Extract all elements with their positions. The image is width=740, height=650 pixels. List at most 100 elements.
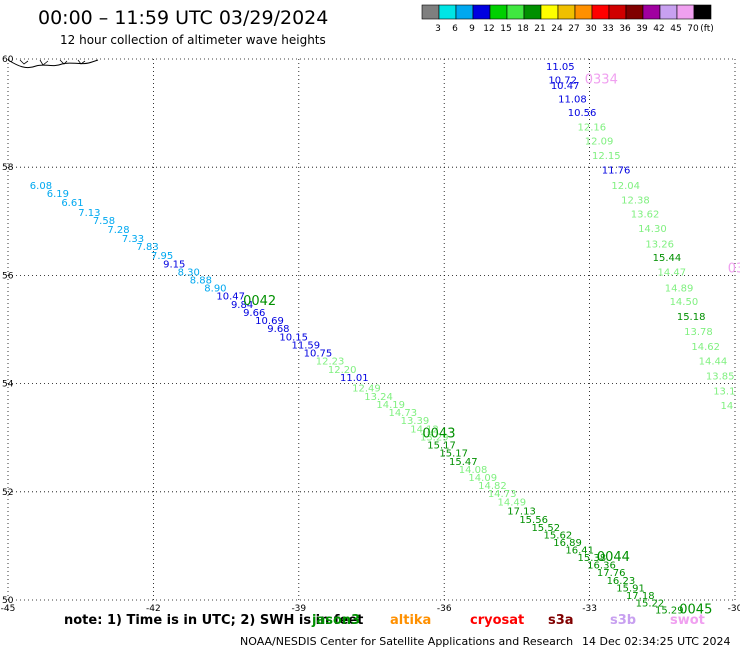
mission-swot: swot [670,613,705,628]
wave-height-label: 17.13 [507,507,536,518]
wave-height-label: 7.33 [122,234,144,245]
wave-height-label: 14.62 [691,342,720,353]
wave-height-label: 7.83 [136,242,158,253]
credit-timestamp: 14 Dec 02:34:25 UTC 2024 [582,635,731,648]
lat-tick-label: 60 [2,55,14,65]
colorbar-swatch [693,4,712,20]
lat-tick-label: 52 [2,488,13,498]
colorbar-label: 18 [517,24,529,34]
wave-height-label: 15.91 [616,583,645,594]
colorbar-label: 12 [483,24,494,34]
colorbar-label: 70 [687,24,699,34]
lat-tick-label: 58 [2,163,14,173]
wave-height-label: 9.84 [231,300,253,311]
color-legend: 3 6 9 12 15 18 21 24 27 30 33 36 39 42 45 70 (ft) [421,4,714,34]
wave-height-label: 9.68 [267,324,289,335]
wave-height-label: 11.59 [292,340,321,351]
wave-height-label: 11.08 [558,94,587,105]
wave-height-label: 9.15 [163,259,185,270]
pass-time-label: 0334 [585,72,618,87]
wave-height-label: 14.89 [665,284,694,295]
wave-height-label: 16.41 [565,545,594,556]
colorbar-label: 24 [551,24,563,34]
wave-height-label: 14.73 [388,408,417,419]
page-title: 00:00 – 11:59 UTC 03/29/2024 [38,7,329,29]
wave-height-label: 12.23 [316,357,345,368]
lat-tick-label: 56 [2,271,14,281]
wave-height-label: 14.19 [376,400,405,411]
colorbar-label: 30 [585,24,597,34]
wave-height-label: 15.18 [677,312,706,323]
colorbar-label: 36 [619,24,631,34]
colorbar-label: 33 [602,24,613,34]
lat-tick-label: 50 [2,596,14,606]
colorbar-label: 39 [636,24,648,34]
coastline [19,59,86,66]
lon-tick-label: -42 [146,604,161,614]
colorbar-label: 42 [653,24,664,34]
wave-height-label: 8.88 [190,276,212,287]
wave-height-label: 15.38 [577,553,606,564]
page-subtitle: 12 hour collection of altimeter wave hei… [60,33,326,47]
wave-height-label: 8.90 [204,284,226,295]
wave-height-label: 16.89 [553,538,582,549]
mission-cryosat: cryosat [470,613,525,628]
wave-height-label: 13.26 [645,239,674,250]
wave-height-label: 13.78 [684,327,713,338]
wave-height-label: 12.38 [621,195,650,206]
wave-height-label: 14.08 [459,465,488,476]
wave-height-label: 14.44 [699,357,728,368]
wave-height-label: 8.30 [178,267,200,278]
colorbar-label: 3 [435,24,441,34]
wave-height-label: 12.49 [352,384,381,395]
lat-tick-label: 54 [2,380,14,390]
wave-height-label: 17.18 [626,591,655,602]
wave-height-label: 14.50 [670,297,699,308]
wave-height-label: 10.56 [568,108,597,119]
wave-height-label: 12.09 [585,136,614,147]
colorbar-label: 45 [670,24,681,34]
mission-s3a: s3a [548,613,574,628]
wave-height-label: 12.20 [328,365,357,376]
pass-time-label: 0335 [728,262,740,277]
wave-height-label: 13.1 [713,386,735,397]
wave-height-label: 17.76 [597,568,626,579]
colorbar-label: 21 [534,24,545,34]
wave-height-label: 15.52 [531,523,560,534]
colorbar-label: 15 [500,24,511,34]
pass-time-label: 0042 [243,294,276,309]
wave-height-label: 11.01 [340,373,369,384]
wave-height-label: 14.47 [657,267,686,278]
wave-height-label: 6.19 [47,189,69,200]
wave-height-label: 14.82 [478,481,507,492]
mission-altika: altika [390,613,432,628]
footer-note: note: 1) Time is in UTC; 2) SWH is in fe… [64,613,364,628]
wave-height-label: 7.95 [151,251,173,262]
wave-height-label: 15.22 [636,598,665,609]
wave-height-label: 12.16 [577,122,606,133]
colorbar-label: 27 [568,24,579,34]
wave-height-label: 10.69 [255,316,284,327]
lon-tick-label: -45 [1,604,16,614]
wave-height-label: 9.66 [243,308,265,319]
wave-height-label: 12.15 [592,151,621,162]
wave-height-label: 14.12 [410,424,439,435]
wave-height-label: 13.62 [631,210,660,221]
mission-s3b: s3b [610,613,637,628]
wave-height-label: 14.09 [468,473,497,484]
mission-jason3: jason3 [312,613,361,628]
wave-height-label: 16.23 [607,576,636,587]
pass-time-label: 0045 [679,603,712,618]
wave-height-label: 10.75 [304,349,333,360]
wave-height-label: 12.04 [611,181,640,192]
wave-height-label: 7.13 [78,208,100,219]
wave-height-label: 15.17 [427,441,456,452]
coastline [7,59,99,69]
wave-height-label: 15.44 [653,253,682,264]
pass-time-label: 0043 [422,427,455,442]
colorbar-label: 9 [469,24,475,34]
wave-height-label: 7.28 [107,225,129,236]
wave-height-label: 10.47 [551,81,580,92]
wave-height-label: 13.29 [420,432,449,443]
